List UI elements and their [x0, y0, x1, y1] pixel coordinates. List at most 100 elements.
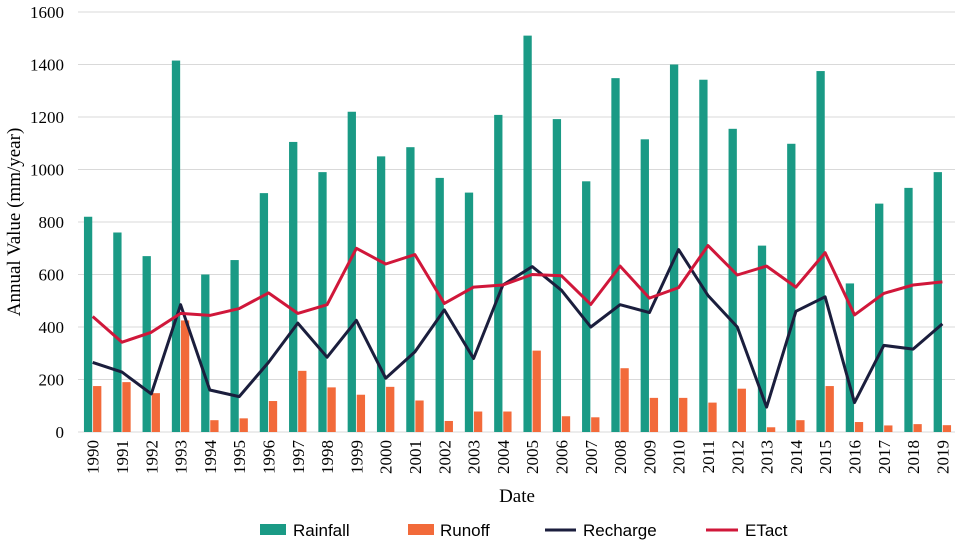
- x-tick-label: 1999: [347, 440, 366, 474]
- bars: [83, 35, 952, 433]
- x-tick-label: 2011: [699, 440, 718, 473]
- series-lines: [91, 244, 944, 409]
- bar-runoff: [591, 417, 600, 432]
- bar-runoff: [737, 388, 746, 432]
- x-tick-label: 2016: [845, 440, 864, 474]
- x-tick-label: 2010: [670, 440, 689, 474]
- bar-runoff: [825, 386, 834, 432]
- x-tick-label: 2001: [406, 440, 425, 474]
- bar-rainfall: [757, 245, 767, 432]
- legend-item-rainfall[interactable]: Rainfall: [260, 521, 350, 540]
- bar-runoff: [93, 386, 102, 432]
- bar-runoff: [620, 368, 629, 432]
- x-tick-label: 2003: [465, 440, 484, 474]
- y-axis-title: Annual Value (mm/year): [4, 128, 25, 317]
- x-tick-label: 2013: [758, 440, 777, 474]
- legend-item-runoff[interactable]: Runoff: [408, 521, 490, 540]
- bar-rainfall: [347, 111, 356, 432]
- bar-rainfall: [142, 256, 151, 432]
- legend-swatch-rainfall: [260, 524, 286, 535]
- bar-rainfall: [816, 71, 825, 432]
- bar-runoff: [356, 394, 366, 432]
- bar-rainfall: [582, 181, 591, 432]
- bar-rainfall: [640, 139, 649, 432]
- legend-label-recharge: Recharge: [583, 521, 657, 540]
- bar-runoff: [884, 425, 893, 432]
- y-tick-label: 1600: [30, 3, 64, 22]
- bar-runoff: [854, 422, 864, 432]
- y-tick-label: 400: [39, 318, 65, 337]
- bar-runoff: [796, 420, 805, 432]
- bar-runoff: [913, 424, 922, 432]
- bar-rainfall: [787, 143, 796, 432]
- legend-item-recharge[interactable]: Recharge: [545, 521, 657, 540]
- bar-runoff: [327, 387, 336, 432]
- bar-runoff: [473, 411, 483, 432]
- x-tick-label: 2019: [933, 440, 952, 474]
- bar-runoff: [415, 400, 424, 432]
- x-tick-label: 1996: [259, 440, 278, 474]
- x-tick-label: 2004: [494, 439, 513, 474]
- x-tick-label: 2009: [640, 440, 659, 474]
- x-tick-label: 1995: [230, 440, 249, 474]
- x-tick-label: 2012: [728, 440, 747, 474]
- bar-runoff: [239, 418, 248, 432]
- gridlines: [78, 11, 955, 433]
- bar-runoff: [561, 416, 571, 432]
- bar-rainfall: [113, 232, 122, 432]
- legend-swatch-runoff: [408, 524, 434, 535]
- x-tick-label: 1997: [289, 440, 308, 475]
- bar-runoff: [503, 411, 512, 432]
- bar-rainfall: [875, 203, 884, 432]
- bar-rainfall: [523, 35, 532, 432]
- x-tick-label: 2000: [377, 440, 396, 474]
- y-tick-label: 1200: [30, 108, 64, 127]
- x-tick-label: 2008: [611, 440, 630, 474]
- legend-label-runoff: Runoff: [440, 521, 490, 540]
- bar-rainfall: [83, 216, 93, 432]
- bar-runoff: [444, 420, 453, 432]
- legend-label-etact: ETact: [745, 521, 788, 540]
- bar-rainfall: [230, 260, 239, 432]
- bar-rainfall: [435, 177, 444, 432]
- bar-rainfall: [376, 156, 386, 432]
- x-tick-label: 2006: [552, 440, 571, 474]
- bar-rainfall: [406, 147, 415, 432]
- bar-runoff: [151, 393, 160, 432]
- line-etact: [91, 244, 943, 344]
- bar-runoff: [386, 386, 395, 432]
- x-tick-label: 1991: [113, 440, 132, 474]
- y-tick-label: 800: [39, 213, 65, 232]
- x-tick-label: 2002: [435, 440, 454, 474]
- x-tick-labels: 1990 1991 1992 1993 1994 1995 1996 1997 1998 1999…: [84, 439, 953, 474]
- y-tick-label: 200: [39, 371, 65, 390]
- bar-runoff: [268, 401, 278, 432]
- legend-label-rainfall: Rainfall: [293, 521, 350, 540]
- bar-rainfall: [699, 79, 708, 432]
- x-tick-label: 1998: [318, 440, 337, 474]
- x-tick-label: 2005: [523, 440, 542, 474]
- x-tick-label: 1990: [84, 440, 103, 474]
- y-tick-label: 1000: [30, 161, 64, 180]
- y-tick-label: 600: [39, 266, 65, 285]
- bar-rainfall: [259, 193, 269, 432]
- x-tick-label: 2018: [904, 440, 923, 474]
- legend-item-etact[interactable]: ETact: [706, 521, 788, 540]
- legend: Rainfall Runoff Recharge ETact: [260, 521, 788, 540]
- bar-rainfall: [904, 187, 913, 432]
- y-tick-label: 1400: [30, 56, 64, 75]
- x-tick-label: 2017: [875, 440, 894, 475]
- bar-rainfall: [669, 64, 679, 432]
- y-tick-label: 0: [56, 423, 65, 442]
- bar-rainfall: [289, 141, 298, 432]
- bar-rainfall: [728, 128, 737, 432]
- bar-runoff: [210, 420, 219, 432]
- bar-runoff: [708, 402, 717, 432]
- bar-rainfall: [611, 78, 620, 433]
- x-tick-label: 2007: [582, 440, 601, 475]
- bar-runoff: [298, 370, 307, 432]
- x-tick-label: 1992: [142, 440, 161, 474]
- bar-rainfall: [318, 172, 327, 432]
- bar-rainfall: [933, 172, 942, 432]
